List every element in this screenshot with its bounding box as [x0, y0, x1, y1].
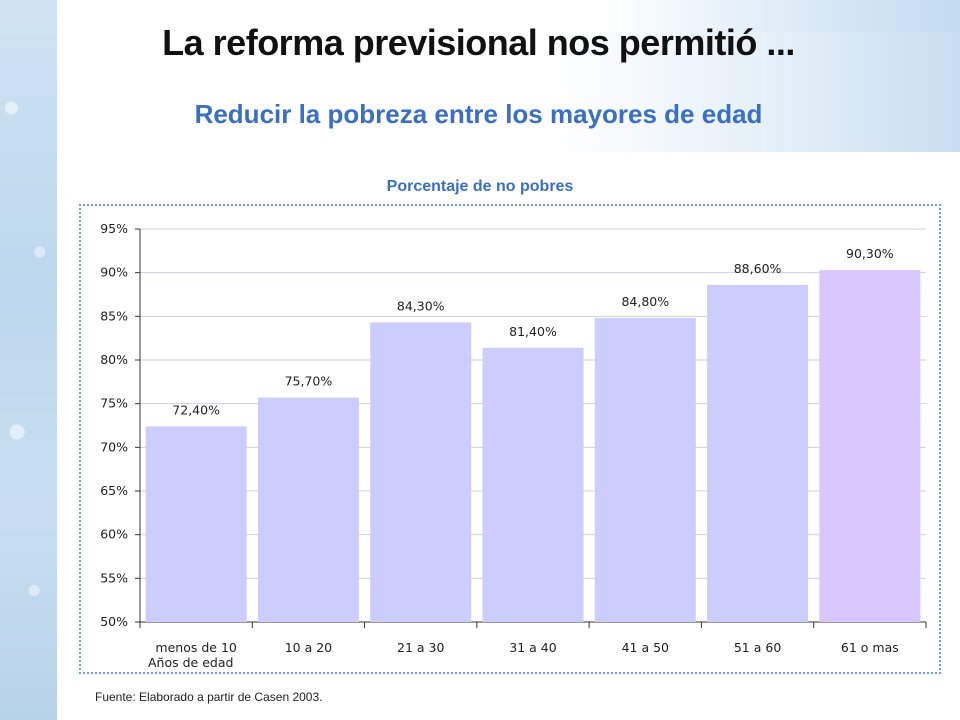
bar-value-label: 75,70%	[285, 374, 333, 389]
y-tick-label: 50%	[100, 614, 128, 629]
bar	[482, 347, 584, 622]
y-tick-label: 85%	[100, 308, 128, 323]
y-tick-label: 75%	[100, 396, 128, 411]
x-category-label: 51 a 60	[734, 640, 781, 655]
header-band	[57, 32, 960, 152]
decorative-top-band	[57, 0, 960, 32]
x-category-label: menos de 10	[155, 640, 236, 655]
bar	[819, 270, 921, 622]
decorative-side-strip	[0, 0, 57, 720]
x-category-label: 41 a 50	[622, 640, 669, 655]
bar	[370, 322, 472, 622]
x-category-label: 10 a 20	[285, 640, 332, 655]
bar-value-label: 84,80%	[621, 294, 669, 309]
y-tick-label: 65%	[100, 483, 128, 498]
y-tick-label: 90%	[100, 265, 128, 280]
x-category-label: 31 a 40	[509, 640, 556, 655]
slide-subtitle: Reducir la pobreza entre los mayores de …	[194, 99, 763, 129]
y-tick-label: 60%	[100, 527, 128, 542]
bar-value-label: 84,30%	[397, 298, 445, 313]
bar	[257, 397, 359, 622]
x-category-label: 61 o mas	[841, 640, 899, 655]
y-tick-label: 55%	[100, 570, 128, 585]
y-tick-label: 80%	[100, 352, 128, 367]
bar-value-label: 90,30%	[846, 246, 894, 261]
bar-value-label: 81,40%	[509, 324, 557, 339]
chart-title: Porcentaje de no pobres	[386, 178, 574, 195]
bar	[707, 284, 809, 622]
chart-frame	[79, 204, 941, 674]
bar	[594, 318, 696, 622]
bar	[145, 426, 247, 622]
bar-value-label: 88,60%	[734, 261, 782, 276]
source-note: Fuente: Elaborado a partir de Casen 2003…	[95, 690, 323, 704]
x-axis-label: Años de edad	[148, 655, 233, 670]
slide-title: La reforma previsional nos permitió ...	[162, 22, 795, 63]
bar-value-label: 72,40%	[172, 402, 220, 417]
x-category-label: 21 a 30	[397, 640, 444, 655]
y-tick-label: 70%	[100, 439, 128, 454]
y-tick-label: 95%	[100, 221, 128, 236]
